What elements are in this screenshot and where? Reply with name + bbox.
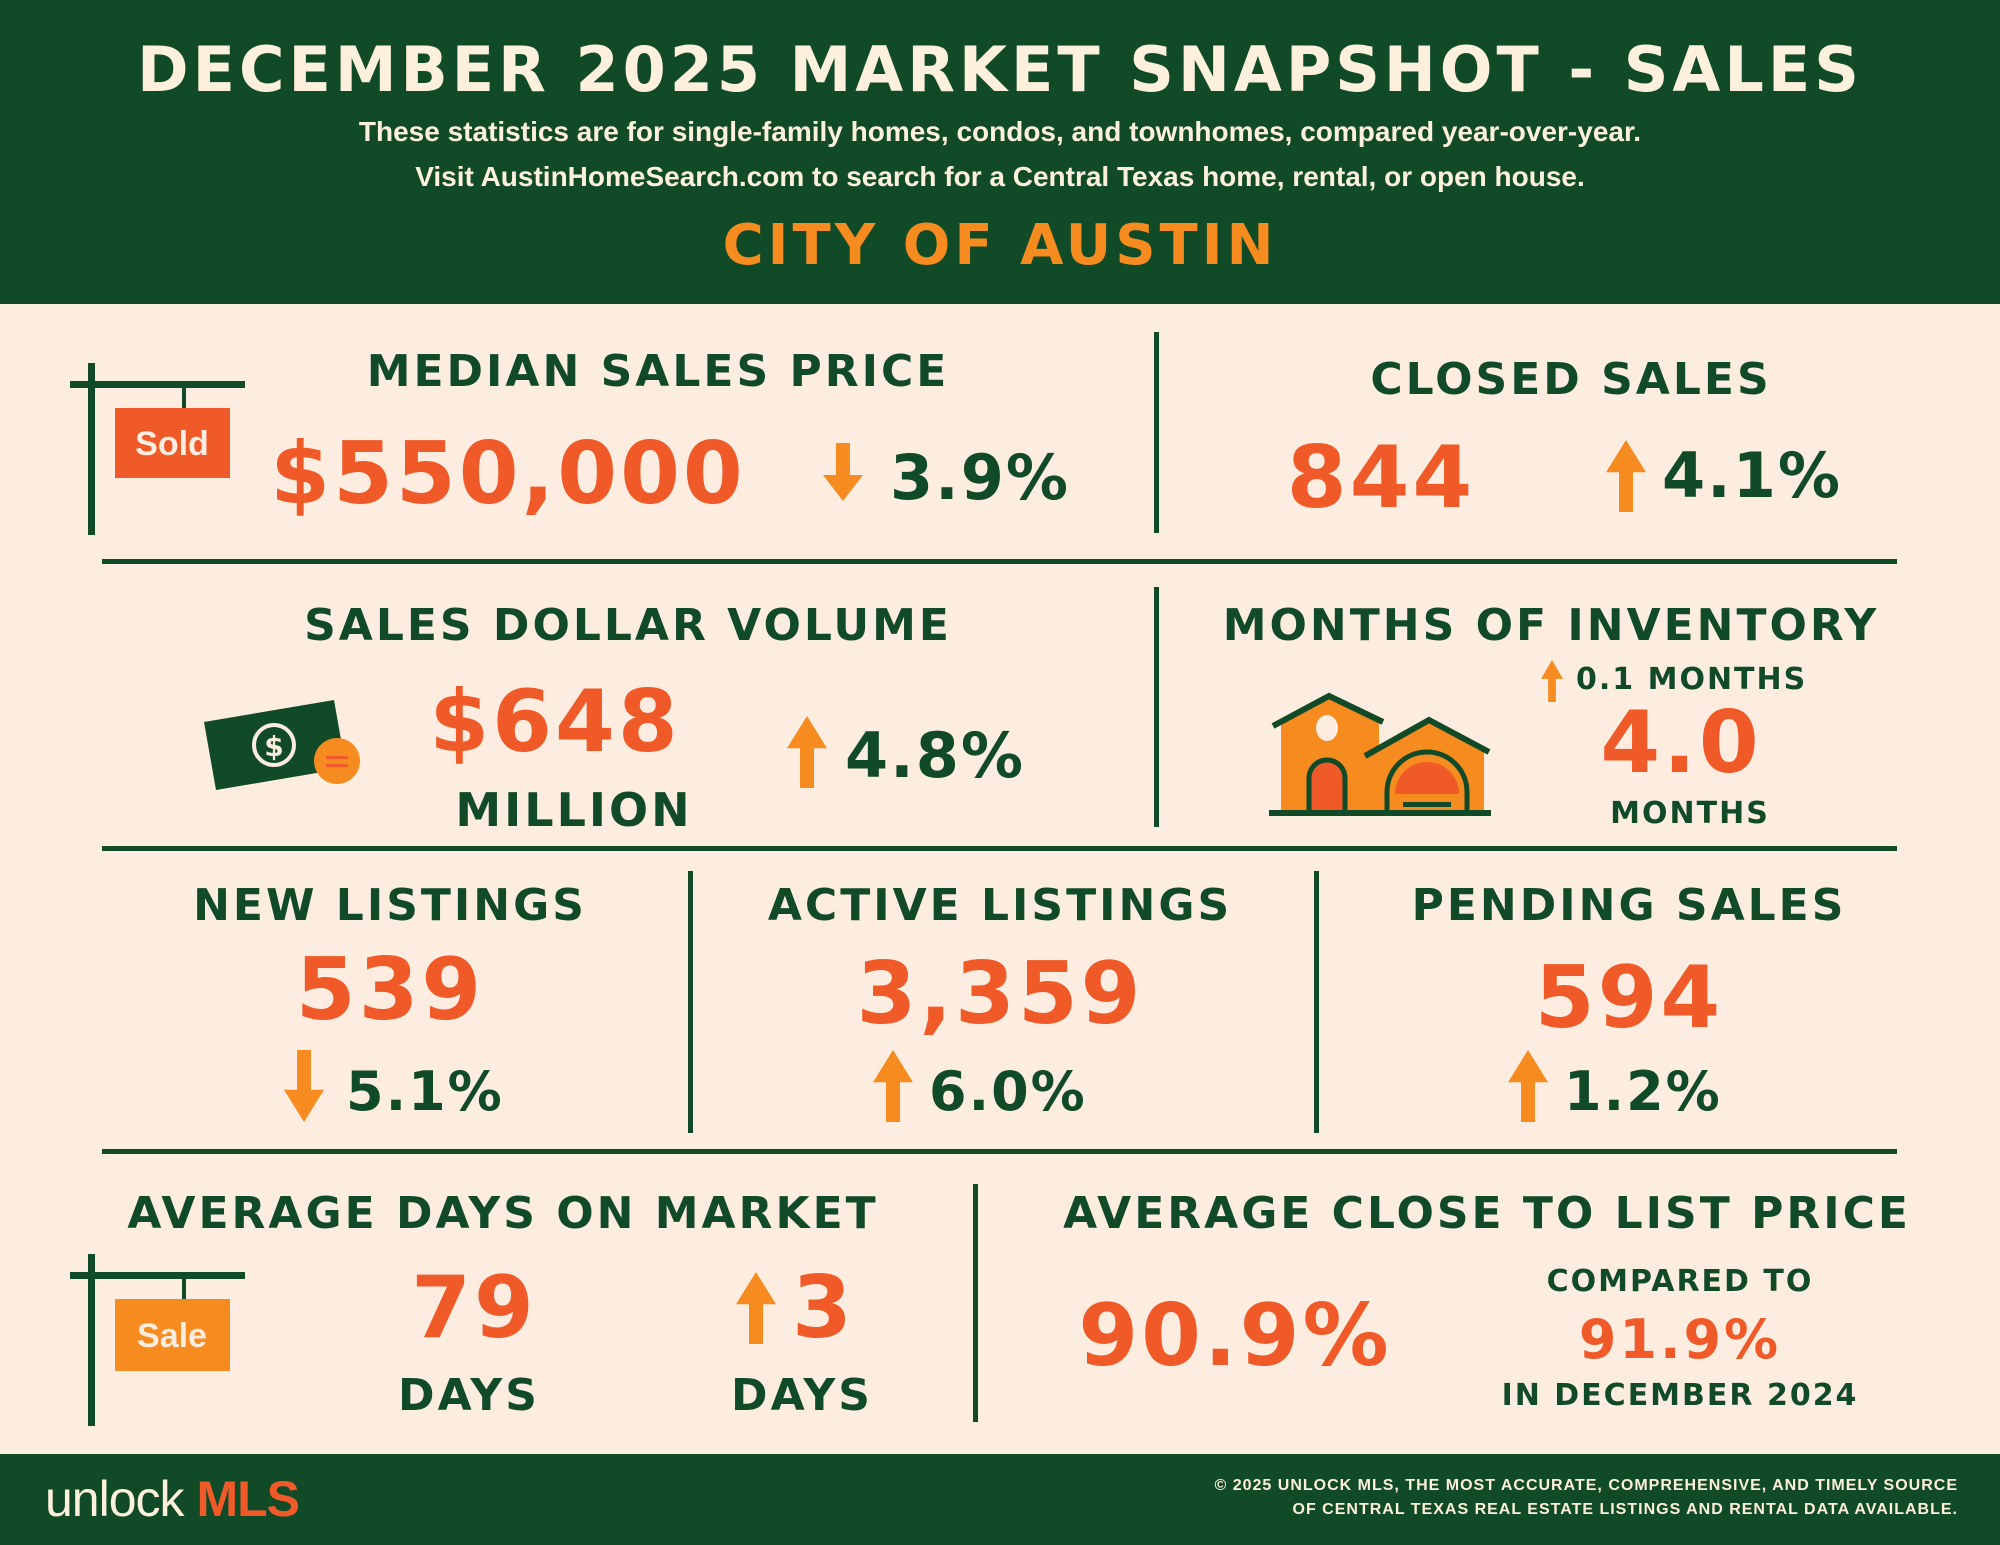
pending-sales-change: 1.2% [1564,1060,1722,1123]
arrow-up-icon [1508,1050,1548,1122]
svg-text:$: $ [264,730,283,763]
active-listings-label: ACTIVE LISTINGS [767,880,1233,931]
avg-close-to-list-value: 90.9% [1078,1286,1392,1386]
sales-dollar-volume-label: SALES DOLLAR VOLUME [304,600,952,651]
copyright-block: © 2025 UNLOCK MLS, THE MOST ACCURATE, CO… [1215,1474,1959,1522]
median-sales-price-change: 3.9% [890,441,1070,514]
median-sales-price-label: MEDIAN SALES PRICE [366,346,950,397]
arrow-up-icon [736,1272,776,1344]
new-listings-value: 539 [295,940,485,1040]
logo-text-mls: MLS [196,1471,300,1527]
divider [102,846,1897,851]
divider [1314,871,1319,1133]
avg-days-on-market-label: AVERAGE DAYS ON MARKET [127,1188,879,1239]
sale-sign-icon: Sale [70,1254,245,1426]
divider [973,1184,978,1422]
compared-period: IN DECEMBER 2024 [1501,1378,1859,1413]
closed-sales-value: 844 [1286,428,1476,528]
arrow-down-icon [284,1050,324,1122]
avg-days-on-market-change: 3 [792,1258,855,1358]
arrow-down-icon [823,443,863,501]
arrow-up-icon [1606,440,1646,512]
avg-days-on-market-change-unit: DAYS [731,1370,873,1421]
avg-days-on-market-unit: DAYS [398,1370,540,1421]
subtitle-line-2: Visit AustinHomeSearch.com to search for… [415,161,1585,192]
region-title: CITY OF AUSTIN [722,213,1278,278]
months-of-inventory-label: MONTHS OF INVENTORY [1222,600,1880,651]
closed-sales-change: 4.1% [1662,439,1842,512]
page-title: DECEMBER 2025 MARKET SNAPSHOT - SALES [137,33,1863,106]
header-banner: DECEMBER 2025 MARKET SNAPSHOT - SALES Th… [0,0,2000,304]
copyright-line-1: © 2025 UNLOCK MLS, THE MOST ACCURATE, CO… [1214,1477,1958,1494]
house-icon [1269,692,1491,816]
unlock-mls-logo: unlock MLS [45,1471,300,1527]
new-listings-label: NEW LISTINGS [193,880,587,931]
logo-text-unlock: unlock [45,1471,185,1527]
active-listings-change: 6.0% [929,1060,1087,1123]
sales-dollar-volume-change: 4.8% [845,719,1025,792]
divider [102,1149,1897,1154]
svg-text:Sale: Sale [137,1317,207,1355]
svg-text:Sold: Sold [135,425,209,463]
divider [688,871,693,1133]
footer: unlock MLS © 2025 UNLOCK MLS, THE MOST A… [0,1454,2000,1545]
active-listings-value: 3,359 [856,944,1144,1044]
closed-sales-label: CLOSED SALES [1370,354,1772,405]
sales-dollar-volume-value: $648 [429,672,681,772]
arrow-up-icon [1541,660,1563,702]
compared-to-label: COMPARED TO [1546,1264,1814,1299]
divider [102,559,1897,564]
divider [1154,332,1159,533]
pending-sales-value: 594 [1534,948,1724,1048]
divider [1154,587,1159,827]
sold-sign-icon: Sold [70,363,245,535]
new-listings-change: 5.1% [346,1060,504,1123]
months-of-inventory-change: 0.1 MONTHS [1576,662,1808,697]
arrow-up-icon [873,1050,913,1122]
avg-close-to-list-label: AVERAGE CLOSE TO LIST PRICE [1063,1188,1911,1239]
pending-sales-label: PENDING SALES [1411,880,1847,931]
arrow-up-icon [787,716,827,788]
sales-dollar-volume-unit: MILLION [455,783,693,837]
compared-value: 91.9% [1578,1308,1782,1371]
subtitle-line-1: These statistics are for single-family h… [358,116,1642,147]
money-icon: $ [204,700,360,790]
months-of-inventory-unit: MONTHS [1610,796,1770,831]
median-sales-price-value: $550,000 [270,424,746,524]
copyright-line-2: OF CENTRAL TEXAS REAL ESTATE LISTINGS AN… [1292,1501,1958,1518]
avg-days-on-market-value: 79 [411,1258,537,1358]
months-of-inventory-value: 4.0 [1600,693,1762,793]
